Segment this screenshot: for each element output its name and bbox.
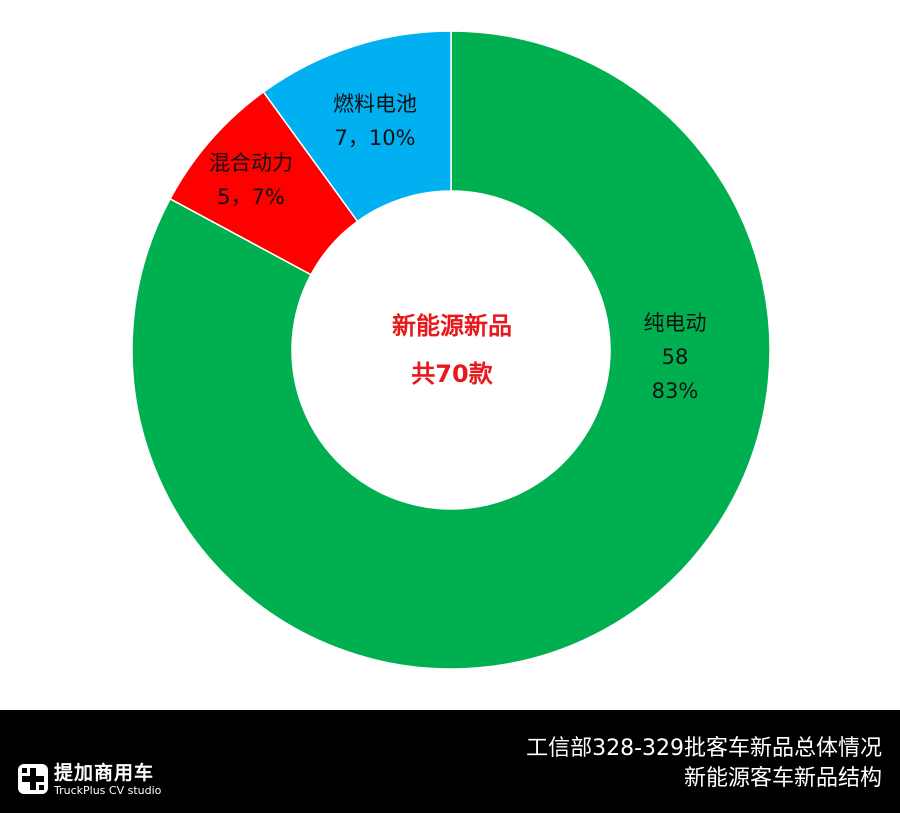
slice-label-hev: 混合动力 5，7% xyxy=(186,146,316,214)
donut-chart-area: 纯电动 58 83% 混合动力 5，7% 燃料电池 7，10% 新能源新品 共7… xyxy=(131,30,771,670)
footer-bar xyxy=(0,710,900,813)
slice-label-bev-value: 58 xyxy=(661,345,689,369)
footer-caption-line2: 新能源客车新品结构 xyxy=(683,766,882,791)
slice-bev xyxy=(131,30,771,670)
slice-label-bev: 纯电动 58 83% xyxy=(600,306,750,408)
slice-label-hev-name: 混合动力 xyxy=(209,151,293,175)
truckplus-logo-icon xyxy=(18,764,48,794)
slice-label-fcv-name: 燃料电池 xyxy=(333,92,417,116)
footer-caption-line1: 工信部328-329批客车新品总体情况 xyxy=(526,736,882,761)
center-label-line1: 新能源新品 xyxy=(392,312,512,340)
donut-center-label: 新能源新品 共70款 xyxy=(300,302,604,398)
slice-fcv xyxy=(262,30,452,223)
brand-name: 提加商用车 xyxy=(54,762,155,784)
slice-label-fcv: 燃料电池 7，10% xyxy=(305,87,445,155)
slice-label-bev-name: 纯电动 xyxy=(643,311,707,335)
center-label-line2: 共70款 xyxy=(411,360,493,388)
slice-label-hev-value: 5，7% xyxy=(217,185,285,209)
slice-label-bev-percent: 83% xyxy=(651,379,699,403)
slice-label-fcv-value: 7，10% xyxy=(334,126,416,150)
brand-subtitle: TruckPlus CV studio xyxy=(54,784,162,797)
donut-chart xyxy=(131,30,771,670)
